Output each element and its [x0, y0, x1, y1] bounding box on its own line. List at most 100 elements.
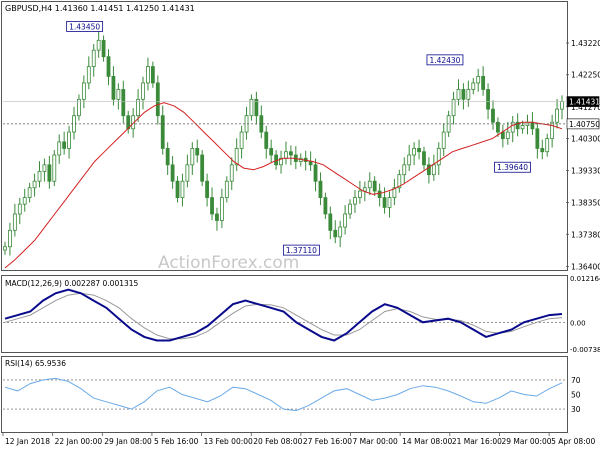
price-candle-body [160, 115, 165, 149]
price-ytick-label: 1.36400 [571, 262, 600, 271]
price-candle-body [279, 157, 283, 166]
price-candle-body [180, 180, 185, 198]
price-candle-body [190, 148, 195, 166]
price-candle-body [382, 197, 387, 208]
x-tick-label: 12 Jan 2018 [5, 437, 50, 446]
x-tick-label: 21 Mar 16:00 [452, 437, 502, 446]
price-candle-body [520, 125, 525, 130]
price-candle-body [461, 89, 466, 100]
x-tick-label: 22 Jan 00:00 [55, 437, 103, 446]
price-candle-body [308, 161, 313, 166]
price-candle-body [313, 164, 318, 182]
price-candle-body [540, 148, 545, 153]
annotation-label: 1.39640 [497, 163, 528, 172]
x-tick-label: 13 Feb 00:00 [204, 437, 253, 446]
price-candle-body [451, 98, 456, 117]
price-candle-body [136, 98, 140, 117]
price-candle-body [431, 164, 436, 176]
price-candle-body [284, 151, 288, 159]
rsi-panel-frame [1, 356, 568, 433]
price-candle-body [505, 131, 510, 140]
price-candle-body [150, 66, 155, 84]
price-candle-body [57, 141, 62, 156]
price-candle-body [175, 180, 180, 198]
x-tick-label: 5 Apr 08:00 [551, 437, 595, 446]
current-price-badge [566, 96, 600, 107]
price-candle-body [106, 56, 111, 77]
price-candle-body [12, 213, 17, 231]
annotation-label: 1.37110 [286, 246, 317, 255]
macd-panel-frame [1, 275, 568, 353]
rsi-label: RSI(14) 65.9536 [5, 359, 66, 368]
price-candle-body [555, 108, 559, 123]
x-tick-label: 5 Feb 16:00 [154, 437, 199, 446]
price-ytick-label: 1.41270 [571, 103, 600, 112]
price-candle-body [402, 164, 407, 176]
macd-layer [3, 288, 566, 342]
price-candle-body [27, 187, 32, 198]
price-candle-body [466, 89, 471, 100]
level-badge [566, 118, 600, 130]
price-candle-body [333, 229, 338, 238]
price-candle-body [407, 154, 412, 166]
price-candle-body [530, 121, 535, 130]
price-candle-body [560, 101, 564, 110]
annotation-label: 1.43450 [69, 22, 100, 31]
price-candle-body [515, 121, 520, 130]
price-candle-body [239, 131, 244, 149]
price-candle-body [481, 75, 486, 90]
level-badge-label: 1.40750 [569, 120, 600, 129]
annotation-2: 1.42430 [426, 54, 464, 66]
price-candle-body [456, 89, 461, 100]
price-candle-body [234, 148, 239, 166]
price-candle-body [200, 154, 205, 182]
price-candle-body [185, 164, 190, 182]
price-candle-body [550, 121, 555, 140]
price-candle-body [3, 246, 7, 251]
price-candle-body [436, 148, 441, 166]
price-candle-body [116, 89, 121, 100]
price-candle-body [111, 75, 116, 100]
rsi-ytick-label: 50 [571, 391, 581, 400]
macd-ytick-label: 0.00 [570, 319, 586, 327]
price-candle-body [8, 229, 12, 248]
price-ytick-label: 1.43220 [571, 39, 600, 48]
price-candle-body [348, 203, 352, 215]
price-candle-body [358, 190, 362, 198]
price-candle-body [486, 89, 490, 110]
rsi-ytick-label: 70 [571, 376, 581, 385]
price-candle-body [471, 82, 476, 90]
price-candle-body [353, 197, 357, 205]
x-tick-label: 29 Jan 08:00 [104, 437, 152, 446]
price-candle-body [500, 131, 505, 140]
macd-ytick-label: 0.012164 [570, 275, 600, 283]
price-candle-body [210, 197, 214, 215]
price-candle-body [535, 128, 540, 149]
rsi-layer [3, 377, 566, 412]
macd-ytick-label: -0.007384 [570, 346, 600, 354]
price-candle-body [441, 131, 446, 149]
price-candle-body [491, 108, 495, 123]
price-candle-body [224, 180, 229, 198]
annotation-0: 1.43450 [66, 21, 104, 32]
price-candle-body [412, 148, 417, 156]
price-layer: 1.43450 1.37110 1.42430 1.39640 [3, 21, 566, 269]
price-ytick-label: 1.42250 [571, 71, 600, 80]
price-candle-body [338, 226, 343, 238]
price-ytick-label: 1.38350 [571, 199, 600, 208]
annotation-1: 1.37110 [282, 244, 320, 256]
x-tick-label: 27 Feb 16:00 [303, 437, 352, 446]
price-ytick-label: 1.40300 [571, 135, 600, 144]
price-candle-body [387, 197, 392, 208]
annotation-box [282, 244, 320, 256]
price-candle-body [215, 213, 219, 221]
price-candle-body [417, 148, 421, 153]
macd-label: MACD(12,26,9) 0.002287 0.001315 [5, 279, 139, 288]
price-candle-body [195, 148, 200, 156]
price-candle-body [32, 180, 37, 189]
price-candle-body [377, 190, 382, 198]
macd-signal-line [4, 292, 563, 340]
price-candle-body [510, 121, 515, 133]
